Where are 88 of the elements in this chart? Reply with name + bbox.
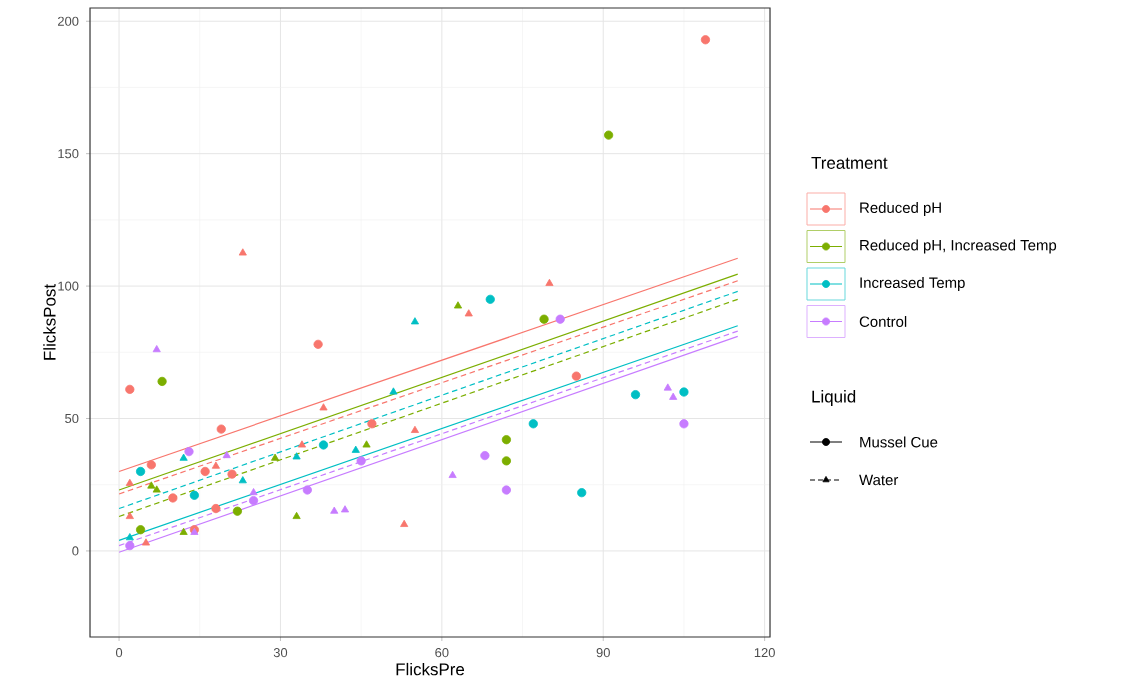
point [125, 384, 135, 394]
point [528, 419, 538, 429]
point [679, 419, 689, 429]
point [179, 527, 188, 535]
point [630, 390, 641, 400]
point [453, 301, 463, 309]
y-tick-label: 50 [65, 413, 79, 424]
point [480, 450, 490, 461]
point [464, 309, 473, 317]
point [125, 511, 134, 519]
point [330, 506, 339, 514]
point [179, 453, 188, 461]
point [211, 503, 221, 514]
point [292, 452, 301, 460]
y-tick-label: 0 [72, 546, 79, 556]
point [577, 488, 587, 498]
point [135, 466, 146, 477]
y-tick-label: 100 [58, 281, 79, 291]
point [485, 294, 495, 304]
point [700, 35, 711, 45]
x-tick-label: 90 [596, 648, 610, 658]
point [669, 392, 678, 400]
point [147, 481, 156, 489]
point [362, 440, 371, 448]
point [367, 419, 377, 429]
x-axis-title: FlicksPre [396, 662, 465, 676]
y-tick-label: 200 [58, 16, 79, 26]
point [227, 469, 237, 479]
point [168, 493, 178, 503]
point [157, 376, 167, 387]
point [679, 387, 689, 397]
x-tick-label: 120 [754, 648, 775, 658]
legend-label: Increased Temp [860, 277, 965, 291]
point [297, 440, 307, 448]
point [313, 339, 323, 349]
x-tick-label: 0 [115, 648, 123, 658]
point [141, 538, 150, 546]
point [448, 470, 457, 478]
legend-label: Control [859, 316, 907, 327]
point [271, 453, 280, 461]
point [400, 519, 409, 527]
point [356, 456, 366, 466]
point [135, 525, 146, 535]
point [125, 478, 134, 486]
point [200, 466, 210, 477]
point [222, 450, 231, 459]
x-tick-label: 30 [273, 648, 288, 658]
point [189, 490, 199, 500]
point [539, 314, 549, 324]
point [501, 485, 511, 495]
point [232, 506, 243, 516]
point [216, 424, 226, 434]
x-tick-label: 60 [435, 648, 449, 658]
text: Water [859, 474, 899, 486]
point [501, 456, 511, 466]
point [555, 314, 565, 324]
point [292, 511, 301, 519]
point [125, 541, 135, 551]
text: Mussel Cue [860, 436, 938, 448]
legend-title: Treatment [811, 157, 888, 169]
point [125, 533, 134, 541]
point [184, 447, 194, 457]
y-tick-label: 150 [58, 149, 79, 159]
point [152, 485, 161, 493]
legend-label: Reduced pH, Increased Temp [860, 239, 1057, 254]
point [571, 371, 581, 381]
point [248, 496, 259, 506]
point [238, 476, 247, 484]
point [302, 485, 312, 495]
point [410, 317, 419, 325]
point [249, 488, 258, 496]
point [389, 387, 398, 395]
point [211, 461, 220, 469]
point [152, 345, 161, 353]
point [340, 505, 350, 513]
point [663, 383, 672, 391]
point [410, 425, 419, 433]
legend-label: Reduced pH [860, 202, 941, 216]
point [318, 440, 329, 450]
point [604, 130, 614, 140]
point [501, 435, 511, 445]
point [146, 460, 156, 470]
text: Liquid [812, 390, 856, 406]
y-axis-title: FlicksPost [43, 284, 56, 360]
point [319, 403, 328, 411]
point [351, 445, 360, 453]
point [545, 278, 554, 286]
point [238, 248, 247, 256]
